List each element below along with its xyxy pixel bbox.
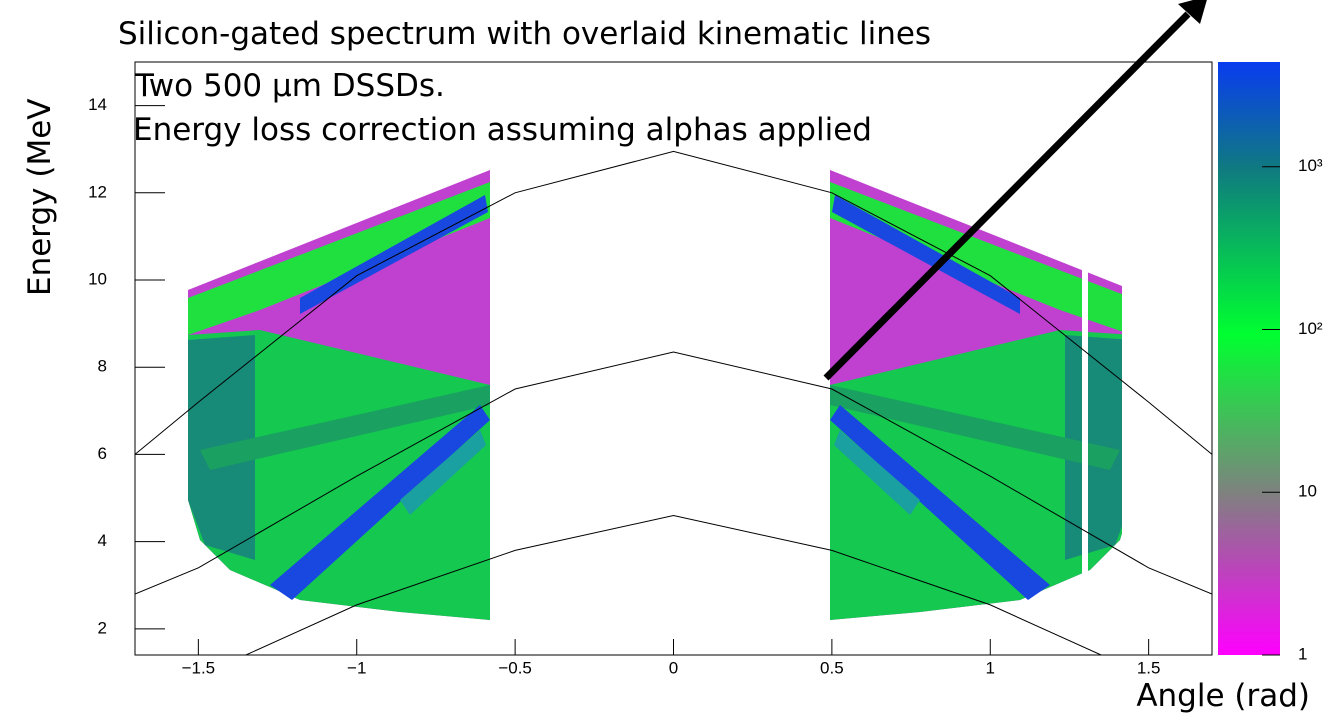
- colorbar-tick-label: 10³: [1298, 156, 1323, 175]
- arrow-head: [1178, 0, 1207, 24]
- x-tick-label: 0.5: [820, 658, 844, 677]
- kinematic-line: [135, 351, 1212, 595]
- y-tick-label: 10: [88, 269, 107, 288]
- annotation: Two 500 µm DSSDs.: [134, 68, 445, 104]
- y-tick-label: 8: [98, 357, 107, 376]
- colorbar-tick-label: 10: [1298, 482, 1317, 501]
- colorbar: [1218, 62, 1280, 655]
- kinematic-line: [135, 150, 1212, 455]
- x-tick-label: 0: [669, 658, 678, 677]
- kinematic-line: [245, 514, 1102, 655]
- y-tick-label: 6: [98, 444, 107, 463]
- colorbar-tick-label: 1: [1298, 644, 1307, 663]
- arrow: [823, 11, 1191, 381]
- x-tick-label: 1.5: [1137, 658, 1161, 677]
- x-tick-label: −1.5: [182, 658, 216, 677]
- annotation: Energy loss correction assuming alphas a…: [133, 112, 872, 148]
- chart-title: Silicon-gated spectrum with overlaid kin…: [118, 16, 931, 52]
- y-axis-label: Energy (MeV: [22, 98, 58, 296]
- y-tick-label: 2: [98, 618, 107, 637]
- x-axis-label: Angle (rad): [1136, 678, 1310, 714]
- y-tick-label: 4: [98, 531, 107, 550]
- colorbar-tick-label: 10²: [1298, 319, 1323, 338]
- y-tick-label: 12: [88, 182, 107, 201]
- x-tick-label: 1: [986, 658, 995, 677]
- y-tick-label: 14: [88, 95, 107, 114]
- x-tick-label: −1: [347, 658, 366, 677]
- x-tick-label: −0.5: [498, 658, 532, 677]
